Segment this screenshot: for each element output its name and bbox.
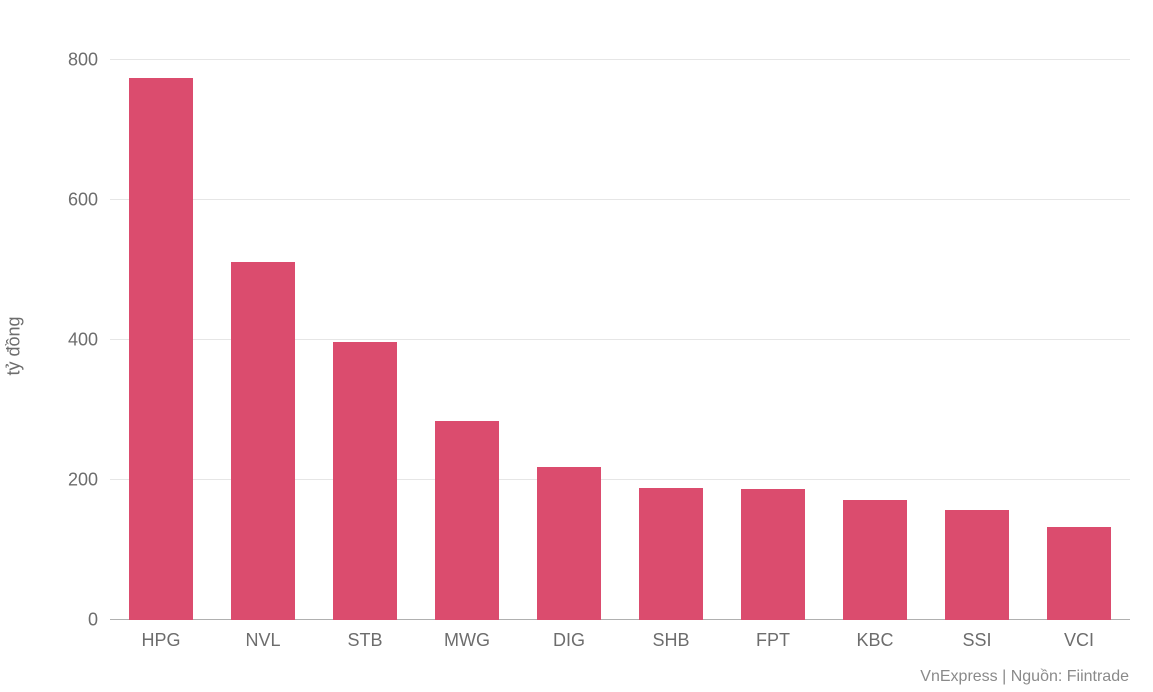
- bar: [843, 500, 906, 620]
- gridline: [110, 199, 1130, 200]
- y-tick-label: 400: [68, 330, 98, 351]
- x-tick-label: KBC: [856, 630, 893, 651]
- x-tick-label: FPT: [756, 630, 790, 651]
- bar: [741, 489, 804, 620]
- bar: [639, 488, 702, 620]
- x-tick-label: HPG: [141, 630, 180, 651]
- y-tick-label: 0: [88, 610, 98, 631]
- gridline: [110, 59, 1130, 60]
- bar: [1047, 527, 1110, 620]
- chart-container: tỷ đồng 0200400600800HPGNVLSTBMWGDIGSHBF…: [0, 0, 1153, 692]
- y-tick-label: 600: [68, 190, 98, 211]
- bar: [435, 421, 498, 621]
- y-tick-label: 200: [68, 470, 98, 491]
- bar: [231, 262, 294, 620]
- x-tick-label: MWG: [444, 630, 490, 651]
- x-tick-label: SHB: [652, 630, 689, 651]
- x-tick-label: VCI: [1064, 630, 1094, 651]
- y-axis-label: tỷ đồng: [3, 316, 24, 375]
- x-tick-label: SSI: [962, 630, 991, 651]
- y-tick-label: 800: [68, 50, 98, 71]
- bar: [537, 467, 600, 620]
- bar: [333, 342, 396, 620]
- x-tick-label: STB: [347, 630, 382, 651]
- bar: [129, 78, 192, 621]
- bar: [945, 510, 1008, 620]
- x-tick-label: DIG: [553, 630, 585, 651]
- source-attribution: VnExpress | Nguồn: Fiintrade: [920, 668, 1129, 686]
- x-tick-label: NVL: [245, 630, 280, 651]
- plot-area: 0200400600800HPGNVLSTBMWGDIGSHBFPTKBCSSI…: [110, 60, 1130, 620]
